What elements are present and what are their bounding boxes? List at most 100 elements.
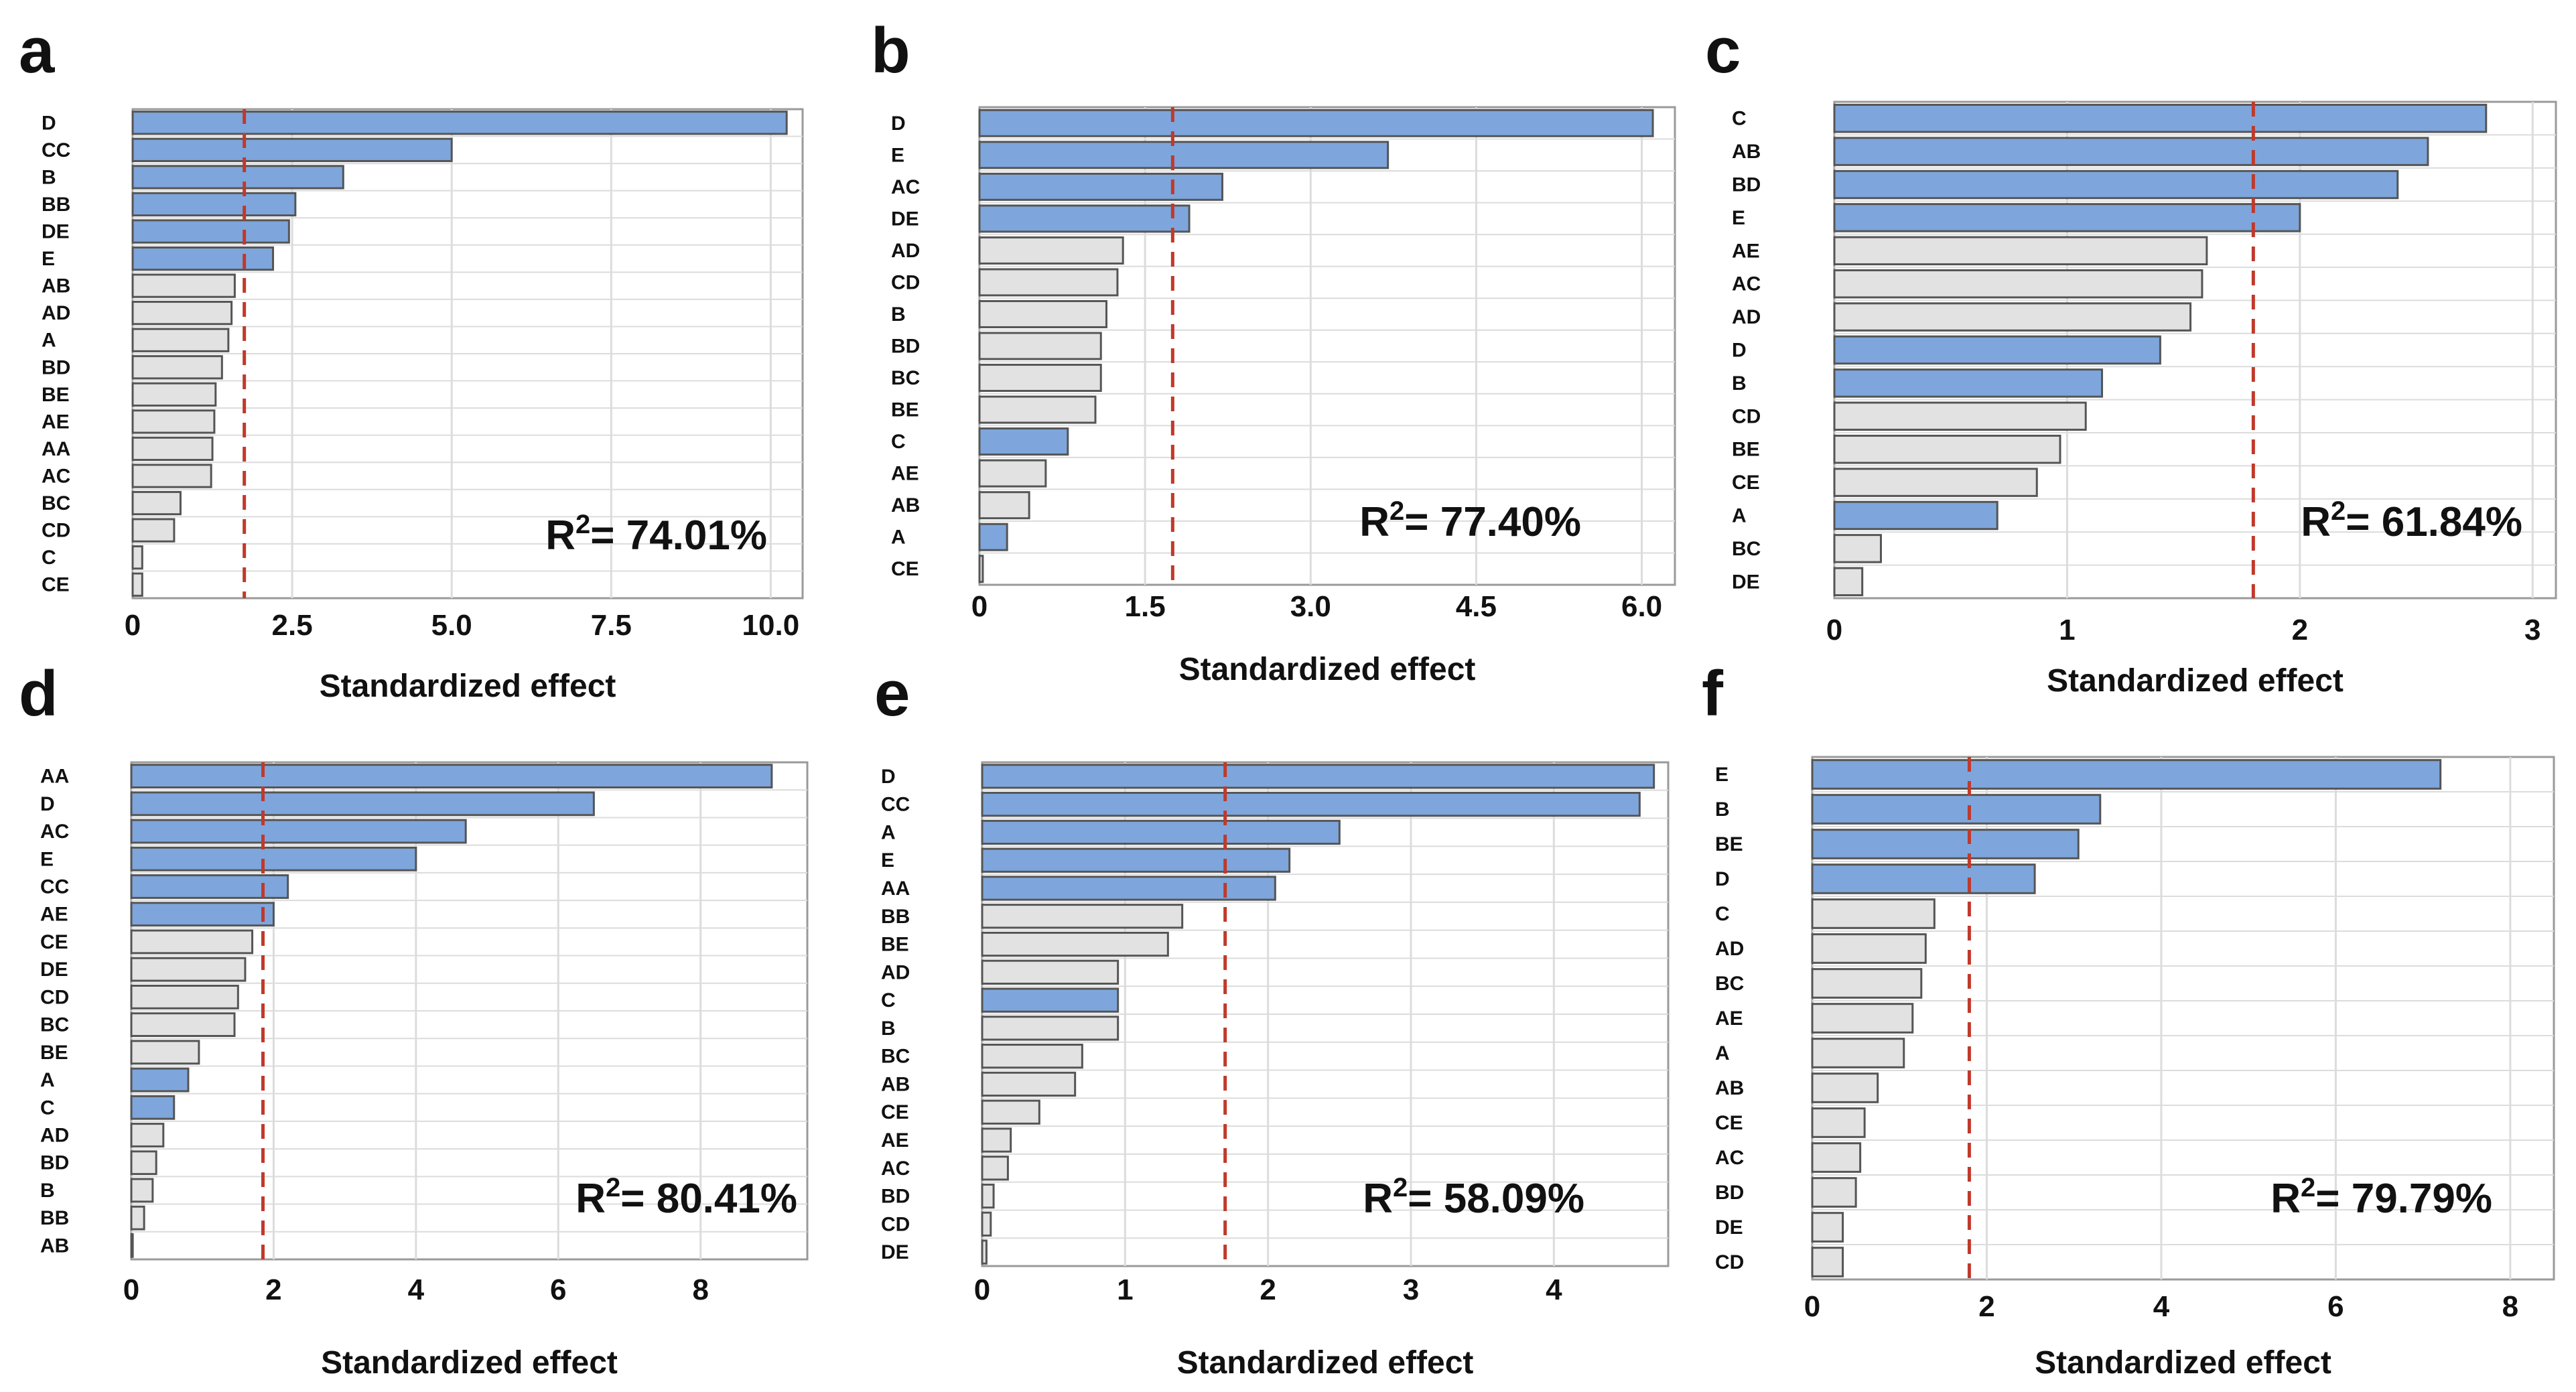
category-label: A <box>891 527 906 549</box>
panel-letter: c <box>1705 15 1741 86</box>
bar-ac <box>1811 1142 1862 1173</box>
bar-a <box>1811 1038 1905 1068</box>
x-tick-label: 6.0 <box>1621 590 1662 623</box>
category-label: DE <box>42 221 70 243</box>
category-label: BC <box>40 1014 69 1036</box>
category-label: AC <box>40 821 69 843</box>
r-squared-prefix: R <box>575 1176 606 1222</box>
bar-d <box>981 764 1655 789</box>
r-squared-annotation: R2= 74.01% <box>545 510 767 559</box>
category-label: BE <box>1732 439 1760 461</box>
category-label: BD <box>881 1186 910 1208</box>
category-label: E <box>42 248 55 270</box>
bar-d <box>1833 335 2161 365</box>
x-tick-label: 1 <box>1117 1273 1133 1306</box>
bar-be <box>1833 434 2061 464</box>
category-label: A <box>1732 505 1747 527</box>
bar-be <box>978 395 1097 424</box>
bar-ce <box>1833 468 2038 497</box>
category-label: DE <box>891 208 919 230</box>
bar-bb <box>131 192 297 217</box>
bar-ac <box>130 819 467 844</box>
bar-be <box>981 931 1169 957</box>
bar-a <box>981 819 1341 845</box>
x-axis-label: Standardized effect <box>1179 652 1476 687</box>
bar-cd <box>1833 401 2087 431</box>
bar-c <box>1811 898 1936 929</box>
bar-ac <box>131 464 212 488</box>
x-tick-label: 7.5 <box>591 609 632 642</box>
bar-de <box>978 204 1191 233</box>
bar-bc <box>131 490 182 516</box>
panel-c-chart: cC AB BD E AE AC AD DB CD BE CE A BC DE 0 1 2 3 Standardiz… <box>1705 15 2557 699</box>
category-label: BD <box>40 1152 69 1174</box>
bar-b <box>130 1178 154 1203</box>
panel-e-chart: e D CC AE AA BB BE AD CB BC AB CE AE AC BD CD DE 0 1 2 3 4 Sta… <box>874 658 1670 1381</box>
bar-be <box>130 1040 200 1065</box>
bar-a <box>130 1067 190 1093</box>
bar-ab <box>981 1071 1077 1097</box>
category-label: AA <box>42 438 70 460</box>
category-label: A <box>40 1069 55 1091</box>
x-tick-label: 2 <box>1978 1290 1994 1323</box>
category-label: E <box>881 849 894 872</box>
category-label: C <box>42 547 56 569</box>
category-label: DE <box>1732 571 1760 593</box>
r-squared-annotation: R2= 79.79% <box>2270 1173 2492 1222</box>
category-label: DE <box>881 1241 909 1263</box>
x-tick-label: 3 <box>1403 1273 1419 1306</box>
category-label: BE <box>1715 833 1743 855</box>
x-axis-label: Standardized effect <box>1177 1345 1474 1381</box>
category-label: C <box>881 989 896 1012</box>
category-label: A <box>1715 1042 1730 1064</box>
category-label: BD <box>891 336 920 358</box>
category-label: CE <box>40 931 68 953</box>
category-label: A <box>881 821 896 843</box>
category-label: C <box>1715 903 1730 925</box>
r-squared-annotation: R2= 80.41% <box>575 1173 797 1222</box>
bar-ae <box>1811 1003 1914 1034</box>
x-tick-label: 0 <box>1804 1290 1820 1323</box>
category-label: AE <box>891 463 919 485</box>
r-squared-annotation: R2= 58.09% <box>1363 1173 1584 1222</box>
category-label: B <box>42 166 56 188</box>
category-label: E <box>1715 764 1728 786</box>
x-tick-label: 6 <box>2327 1290 2344 1323</box>
category-label: CE <box>881 1101 909 1123</box>
bar-d <box>1811 863 2036 894</box>
category-label: B <box>40 1180 55 1202</box>
bar-c <box>130 1095 176 1120</box>
bar-ac <box>981 1156 1009 1181</box>
category-label: A <box>42 330 56 352</box>
category-label: DE <box>40 959 68 981</box>
bar-de <box>1833 567 1864 597</box>
bar-c <box>1833 103 2488 133</box>
r-squared-value: = 74.01% <box>590 512 767 559</box>
category-label: B <box>881 1018 896 1040</box>
category-label: CC <box>881 794 910 816</box>
bar-ab <box>130 1233 134 1258</box>
bar-ab <box>131 273 236 298</box>
bar-b <box>981 1016 1120 1041</box>
category-label: AE <box>40 904 68 926</box>
category-label: AD <box>42 302 70 324</box>
panel-f-chart: f EB BE DC AD BC AE A AB CE AC BD DE CD 0 2 4 6 8 Standardi… <box>1702 658 2555 1381</box>
x-tick-label: 8 <box>692 1273 708 1306</box>
r-squared-annotation: R2= 61.84% <box>2301 496 2522 545</box>
bar-d <box>130 791 595 817</box>
bar-de <box>130 957 247 982</box>
bar-ad <box>978 236 1124 265</box>
bar-ad <box>1811 933 1927 964</box>
r-squared-prefix: R <box>545 512 575 559</box>
x-tick-label: 2.5 <box>272 609 313 642</box>
bar-aa <box>981 876 1276 901</box>
category-label: CC <box>42 139 70 161</box>
x-tick-label: 4.5 <box>1456 590 1497 623</box>
bar-e <box>1833 203 2301 232</box>
bar-bc <box>1833 534 1882 563</box>
bar-bd <box>978 332 1102 360</box>
bar-cd <box>131 518 176 543</box>
x-tick-label: 0 <box>971 590 988 623</box>
bar-bd <box>130 1150 157 1176</box>
